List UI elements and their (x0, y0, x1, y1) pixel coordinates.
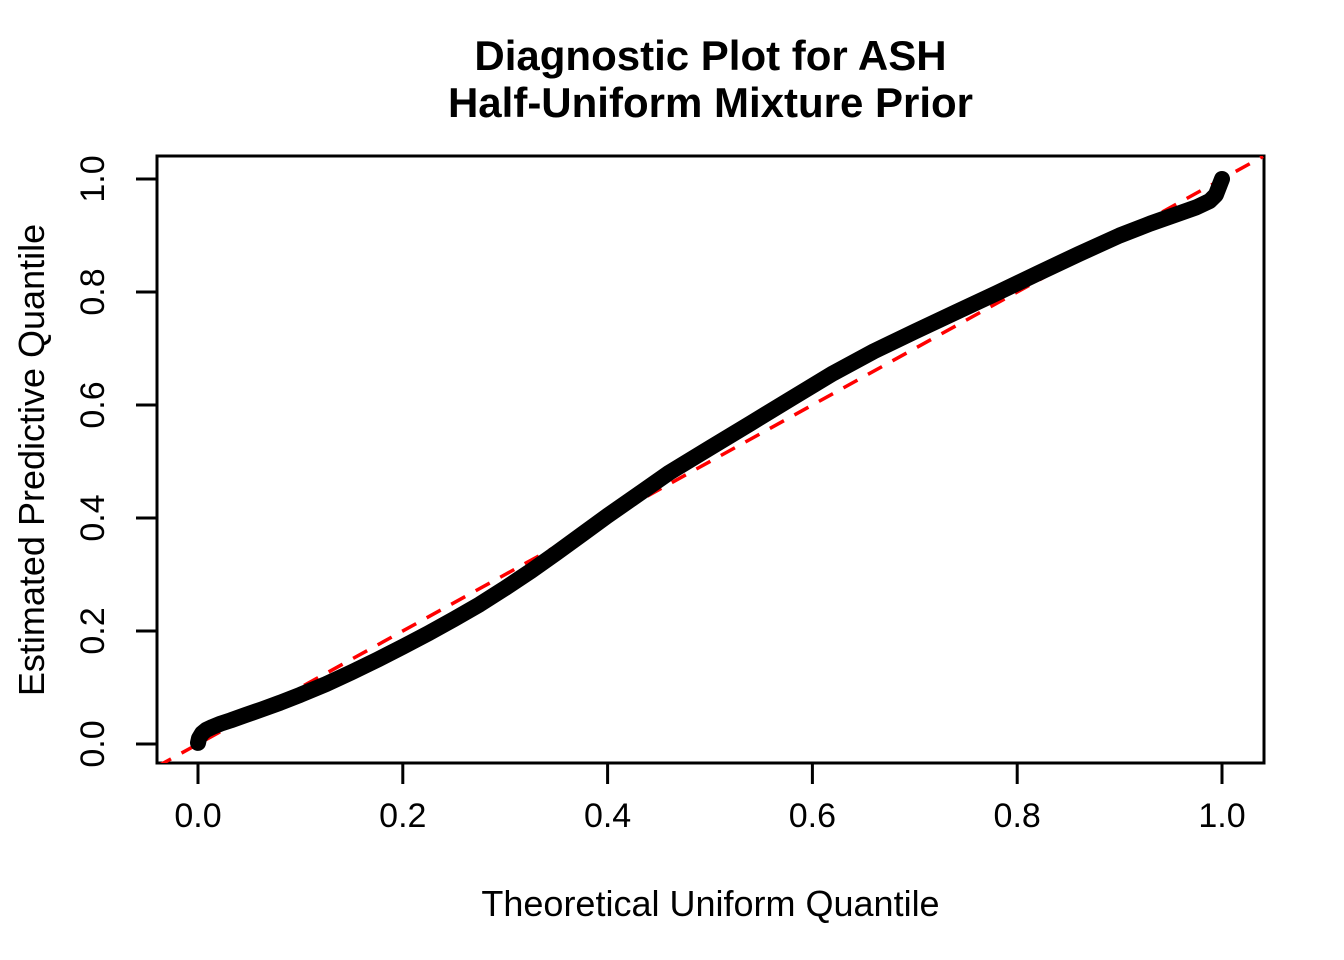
x-tick-label: 0.8 (993, 797, 1041, 835)
y-tick-label: 0.2 (74, 607, 112, 655)
chart-title: Diagnostic Plot for ASH Half-Uniform Mix… (157, 32, 1264, 126)
reference-line (159, 156, 1264, 763)
y-axis-label: Estimated Predictive Quantile (11, 223, 52, 697)
plot-box (155, 154, 1266, 765)
y-tick-label: 0.8 (74, 268, 112, 316)
y-tick-label: 1.0 (74, 155, 112, 203)
x-tick-label: 0.0 (174, 797, 222, 835)
x-tick-label: 0.6 (788, 797, 837, 835)
x-tick-label: 1.0 (1198, 797, 1246, 835)
chart-title-line1: Diagnostic Plot for ASH (474, 32, 947, 79)
x-axis-label: Theoretical Uniform Quantile (481, 883, 940, 924)
x-tick-label: 0.4 (583, 797, 632, 835)
y-tick-label: 0.6 (74, 381, 112, 429)
chart-title-line2: Half-Uniform Mixture Prior (447, 79, 974, 126)
qq-curve (190, 171, 1230, 751)
y-tick-label: 0.4 (74, 494, 112, 542)
y-tick-label: 0.0 (74, 720, 112, 768)
x-tick-label: 0.2 (379, 797, 427, 835)
axis-tick-marks (136, 177, 1224, 784)
